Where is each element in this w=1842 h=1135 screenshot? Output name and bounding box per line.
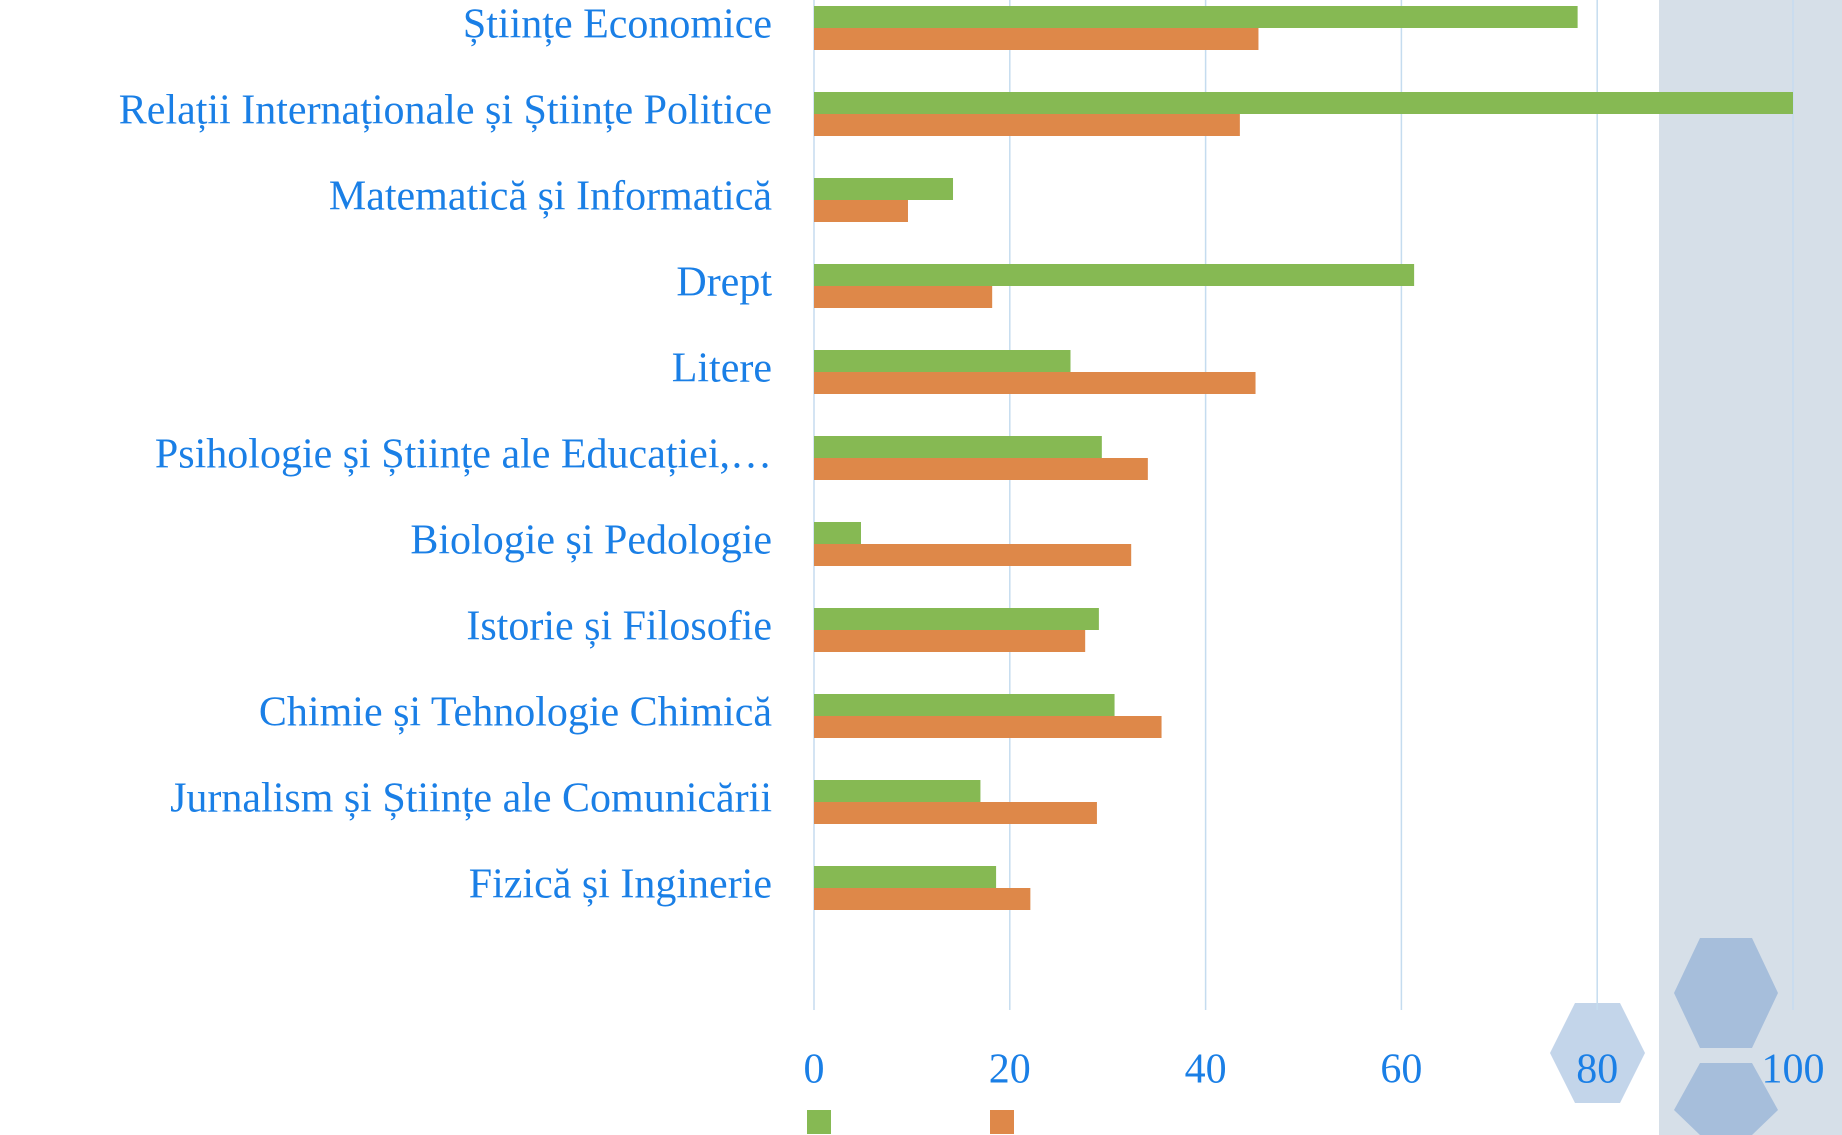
bar	[814, 544, 1131, 566]
bar	[814, 114, 1240, 136]
x-tick-label: 80	[1576, 1047, 1618, 1093]
y-tick-label: Jurnalism și Științe ale Comunicării	[170, 776, 772, 822]
bar	[814, 780, 980, 802]
bar	[814, 200, 908, 222]
y-tick-label: Istorie și Filosofie	[466, 604, 772, 650]
y-tick-label: Fizică și Inginerie	[469, 862, 772, 908]
y-tick-label: Chimie și Tehnologie Chimică	[259, 690, 772, 736]
bar	[814, 436, 1102, 458]
bar	[814, 6, 1578, 28]
x-tick-label: 100	[1762, 1047, 1825, 1093]
bar	[814, 350, 1070, 372]
y-tick-label: Științe Economice	[463, 2, 772, 48]
bar	[814, 178, 953, 200]
bar	[814, 802, 1097, 824]
y-tick-label: Litere	[672, 346, 772, 392]
x-tick-label: 60	[1380, 1047, 1422, 1093]
y-tick-label: Matematică și Informatică	[329, 174, 772, 220]
bar	[814, 888, 1030, 910]
bar	[814, 286, 992, 308]
page: {"chart_data": {"type": "hbar", "categor…	[0, 0, 1842, 1135]
legend-swatch	[990, 1110, 1014, 1134]
bar	[814, 630, 1085, 652]
bar	[814, 92, 1793, 114]
bar	[814, 522, 861, 544]
bar	[814, 866, 996, 888]
bar	[814, 716, 1162, 738]
y-tick-label: Drept	[676, 260, 772, 306]
y-tick-label: Relații Internaționale și Științe Politi…	[119, 88, 772, 134]
bar	[814, 28, 1258, 50]
y-tick-label: Biologie și Pedologie	[410, 518, 772, 564]
legend-swatch	[807, 1110, 831, 1134]
x-tick-label: 40	[1185, 1047, 1227, 1093]
y-tick-label: Psihologie și Științe ale Educației,…	[155, 432, 772, 478]
bar	[814, 694, 1115, 716]
chart: 0 20 40 60 80 100 Științe Economice Relații Int…	[0, 0, 1842, 1135]
x-tick-label: 20	[989, 1047, 1031, 1093]
bar	[814, 608, 1099, 630]
bar	[814, 264, 1414, 286]
x-tick-label: 0	[804, 1047, 825, 1093]
bar	[814, 458, 1148, 480]
bar	[814, 372, 1256, 394]
